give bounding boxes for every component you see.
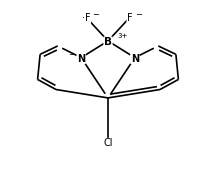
Text: −: − [135, 10, 142, 19]
Text: ·F: ·F [82, 14, 91, 23]
Text: B: B [104, 37, 112, 47]
Text: −: − [68, 50, 75, 59]
Text: Cl: Cl [103, 138, 113, 148]
Text: F: F [127, 14, 133, 23]
Text: 3+: 3+ [118, 33, 128, 39]
Text: N: N [77, 54, 85, 64]
Text: N: N [131, 54, 139, 64]
Text: −: − [92, 10, 99, 19]
